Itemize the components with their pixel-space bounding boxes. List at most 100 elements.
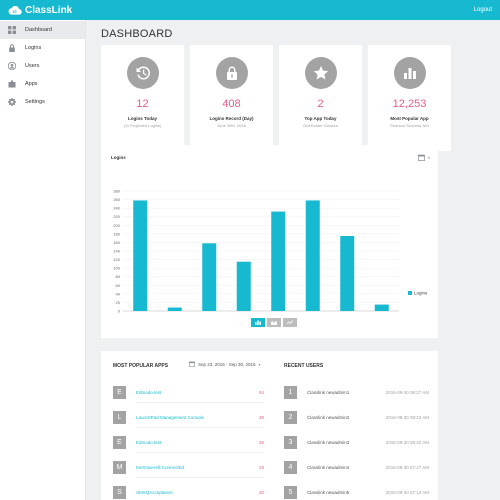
list-item: M McGraw-Hill ConnectEd 23 — [113, 459, 264, 476]
sidebar-item-label: Users — [25, 63, 40, 69]
stat-card-popular-app: 12,253 Most Popular App Pearson Success … — [368, 45, 451, 151]
app-link[interactable]: Edmodo test — [136, 390, 162, 395]
chart-bar — [133, 200, 148, 311]
y-tick-label: 260 — [113, 197, 120, 202]
stat-label: Logins Today — [128, 116, 157, 121]
dashboard-icon — [8, 26, 16, 34]
line-chart-toggle[interactable] — [283, 318, 297, 327]
app-count: 23 — [258, 465, 264, 470]
user-login-time: 2016-09-30 08:27 AM — [385, 390, 429, 395]
y-tick-label: 220 — [113, 214, 120, 219]
lock-icon — [226, 66, 237, 80]
app-letter-avatar: E — [113, 386, 126, 399]
user-name: Classlink newadmin3 — [307, 440, 350, 445]
y-tick-label: 120 — [113, 257, 120, 262]
star-icon — [313, 66, 328, 80]
app-count: 40 — [258, 415, 264, 420]
chart-title: Logins — [111, 155, 126, 160]
sidebar-item-users[interactable]: Users — [0, 57, 85, 75]
stat-value: 2 — [317, 98, 324, 110]
sidebar-item-label: Logins — [25, 45, 42, 51]
gear-icon — [8, 98, 16, 106]
list-item: 3 Classlink newadmin3 2016-09-30 08:22 A… — [284, 434, 429, 451]
chart-bar — [202, 243, 217, 311]
y-tick-label: 80 — [116, 274, 121, 279]
sidebar: Dashboard Logins Users Apps Settings — [0, 20, 86, 500]
y-tick-label: 100 — [113, 266, 120, 271]
bar-chart-toggle[interactable] — [251, 318, 265, 327]
y-tick-label: 40 — [116, 291, 121, 296]
user-rank-avatar: 1 — [284, 386, 297, 399]
y-tick-label: 180 — [113, 231, 120, 236]
list-item: L LaunchPad Management Console 40 — [113, 409, 264, 426]
app-letter-avatar: L — [113, 411, 126, 424]
sidebar-item-label: Apps — [25, 81, 38, 87]
chart-bar — [167, 307, 182, 311]
cloud-logo-icon: cl — [8, 5, 22, 15]
stat-value: 12 — [136, 98, 149, 110]
user-name: Classlink newadmin4 — [307, 465, 350, 470]
row-divider — [136, 427, 264, 428]
page-title: DASHBOARD — [101, 28, 173, 40]
app-link[interactable]: Edmodo test — [136, 440, 162, 445]
list-item: 5 Classlink newadmin5 2016-09-30 07:14 A… — [284, 484, 429, 500]
clock-history-icon — [136, 66, 150, 80]
chart-bar — [271, 211, 286, 311]
stat-value: 408 — [222, 98, 241, 110]
classlink-logo[interactable]: cl ClassLink — [8, 5, 72, 16]
list-item: 4 Classlink newadmin4 2016-09-30 07:27 A… — [284, 459, 429, 476]
user-login-time: 2016-09-30 08:23 AM — [385, 415, 429, 420]
stat-label: Top App Today — [304, 116, 337, 121]
app-link[interactable]: McGraw-Hill ConnectEd — [136, 465, 185, 470]
user-icon — [8, 62, 16, 70]
y-tick-label: 60 — [116, 283, 121, 288]
date-range-text: Sep 23, 2016 - Sep 30, 2016 — [198, 361, 256, 367]
stat-label: Most Popular App — [390, 116, 429, 121]
user-login-time: 2016-09-30 08:22 AM — [385, 440, 429, 445]
y-tick-label: 0 — [118, 309, 121, 314]
stat-sub: June 30th, 2016 — [217, 123, 246, 128]
app-link[interactable]: SMSQAcceptance — [136, 490, 173, 495]
app-link[interactable]: LaunchPad Management Console — [136, 415, 205, 420]
brand-name: ClassLink — [25, 4, 73, 16]
user-login-time: 2016-09-30 07:14 AM — [385, 490, 429, 495]
stat-sub: (11 Projected Logins) — [123, 123, 162, 128]
y-tick-label: 160 — [113, 240, 120, 245]
legend-label: Logins — [414, 291, 428, 296]
chevron-down-icon: ▾ — [427, 155, 430, 160]
chart-bar — [374, 304, 389, 311]
row-divider — [136, 402, 264, 403]
app-count: 54 — [258, 390, 264, 395]
area-chart-toggle[interactable] — [267, 318, 281, 327]
y-tick-label: 280 — [113, 189, 120, 194]
apps-date-range-picker[interactable]: Sep 23, 2016 - Sep 30, 2016 ▾ — [189, 361, 261, 367]
sidebar-item-dashboard[interactable]: Dashboard — [0, 21, 85, 39]
logout-link[interactable]: Logout — [473, 7, 492, 13]
app-count: 36 — [258, 440, 264, 445]
legend-swatch — [408, 291, 412, 295]
chart-date-picker[interactable]: ▾ — [418, 154, 430, 161]
user-login-time: 2016-09-30 07:27 AM — [385, 465, 429, 470]
y-tick-label: 200 — [113, 223, 120, 228]
list-item: 1 Classlink newadmin1 2016-09-30 08:27 A… — [284, 384, 429, 401]
calendar-icon — [418, 154, 425, 161]
list-item: 2 Classlink newadmin2 2016-09-30 08:23 A… — [284, 409, 429, 426]
list-item: E Edmodo test 36 — [113, 434, 264, 451]
sidebar-item-label: Dashboard — [25, 27, 52, 33]
stat-card-logins-record: 408 Logins Record (Day) June 30th, 2016 — [190, 45, 273, 151]
sidebar-item-logins[interactable]: Logins — [0, 39, 85, 57]
calendar-icon — [189, 361, 195, 367]
stat-sub: Pearson Success Net — [390, 123, 429, 128]
logins-chart-card: Logins ▾ 0 20 40 60 80 100 120 140 160 180 200 220 2… — [101, 145, 438, 338]
chart-bar — [305, 200, 320, 311]
sidebar-item-settings[interactable]: Settings — [0, 93, 85, 111]
y-tick-label: 240 — [113, 206, 120, 211]
chart-bar — [236, 261, 251, 311]
stat-card-top-app: 2 Top App Today OneRoster Classes — [279, 45, 362, 151]
user-rank-avatar: 2 — [284, 411, 297, 424]
svg-text:cl: cl — [13, 9, 17, 14]
logins-bar-chart: 0204060801001201401601802002202402602800… — [113, 189, 428, 314]
user-rank-avatar: 5 — [284, 486, 297, 499]
stat-card-logins-today: 12 Logins Today (11 Projected Logins) — [101, 45, 184, 151]
sidebar-item-apps[interactable]: Apps — [0, 75, 85, 93]
